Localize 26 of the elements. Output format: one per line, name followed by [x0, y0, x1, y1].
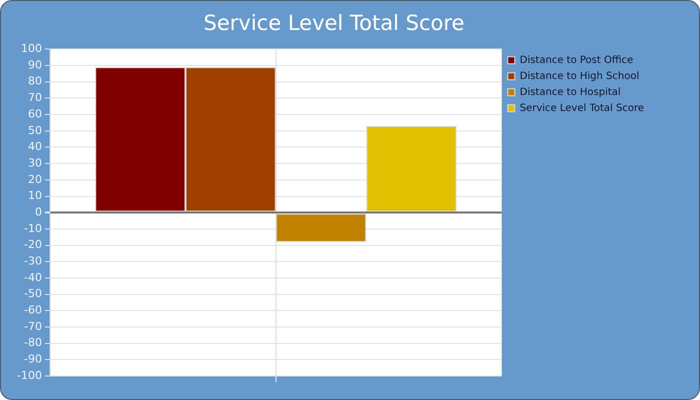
- legend-label: Distance to Post Office: [520, 54, 634, 66]
- chart-title: Service Level Total Score: [204, 11, 464, 36]
- y-tick-label: 30: [28, 156, 42, 170]
- y-tick-label: -90: [24, 352, 42, 366]
- y-tick-label: -70: [24, 320, 42, 333]
- y-tick-label: -10: [24, 222, 42, 235]
- legend-label: Service Level Total Score: [520, 102, 644, 114]
- y-tick-label: 60: [28, 107, 42, 120]
- y-tick-label: -80: [24, 336, 42, 350]
- y-tick-label: 40: [28, 140, 42, 154]
- legend-label: Distance to Hospital: [520, 86, 621, 98]
- y-tick-label: -50: [24, 287, 42, 300]
- legend-label: Distance to High School: [520, 70, 640, 82]
- y-tick-label: 70: [28, 91, 42, 104]
- y-tick-label: -40: [24, 270, 42, 284]
- y-tick-label: 50: [28, 124, 42, 137]
- y-tick-label: -60: [24, 304, 42, 316]
- y-tick-label: -100: [16, 368, 42, 382]
- y-tick-label: -30: [24, 254, 42, 268]
- y-tick-label: 10: [28, 189, 42, 202]
- y-tick-label: 100: [20, 42, 42, 56]
- y-tick-label: 20: [28, 172, 42, 186]
- y-tick-label: 80: [28, 74, 42, 88]
- y-tick-label: 0: [34, 205, 42, 218]
- y-tick-label: 90: [28, 58, 42, 72]
- y-tick-label: -20: [24, 238, 42, 252]
